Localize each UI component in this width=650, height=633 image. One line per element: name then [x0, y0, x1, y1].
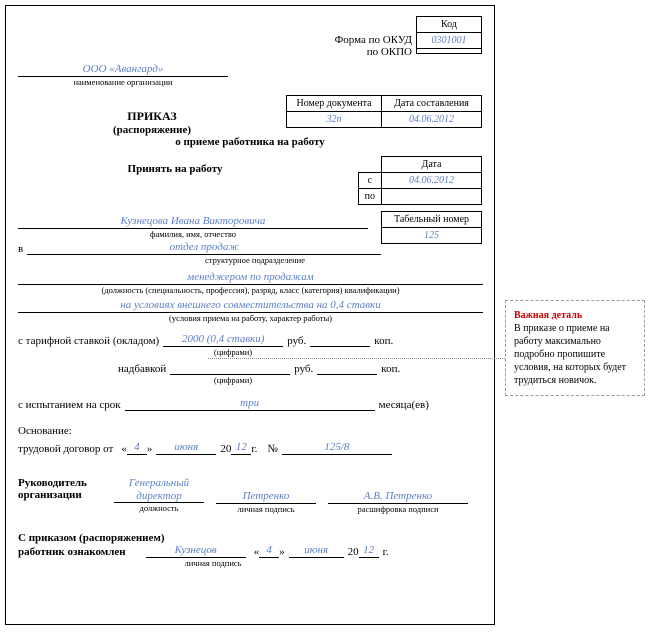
tarif-value: 2000 (0,4 ставки): [163, 333, 283, 347]
ack-line2: работник ознакомлен: [18, 546, 126, 558]
connector-line: [208, 358, 505, 359]
nadb-value: [170, 361, 290, 375]
ga: г.: [251, 443, 257, 455]
tabnum-label: Табельный номер: [382, 212, 482, 228]
ack-day: 4: [259, 544, 279, 558]
tarif-kop: [310, 333, 370, 347]
note-text: В приказе о приеме на работу максимально…: [514, 322, 636, 387]
kod-header: Код: [417, 17, 482, 33]
org-caption: наименование организации: [18, 77, 228, 87]
basis-label: Основание:: [18, 425, 482, 437]
tsifr2: (цифрами): [173, 375, 293, 385]
ack-year: 12: [359, 544, 379, 558]
title-about: о приеме работника на работу: [18, 136, 482, 148]
kop2: коп.: [381, 363, 400, 375]
conditions-value: на условиях внешнего совместительства на…: [18, 299, 483, 313]
dept-value: отдел продаж: [27, 241, 381, 255]
basis-year: 12: [231, 441, 251, 455]
manager-full-caption: расшифровка подписи: [328, 504, 468, 514]
position-caption: (должность (специальность, профессия), р…: [18, 285, 483, 295]
gb: г.: [383, 546, 389, 558]
position-value: менеджером по продажам: [18, 271, 483, 285]
org-name: ООО «Авангард»: [18, 63, 228, 77]
forma-okud-label: Форма по ОКУД: [335, 34, 412, 46]
note-box: Важная деталь В приказе о приеме на рабо…: [505, 300, 645, 396]
tsifr1: (цифрами): [173, 347, 293, 357]
contract-label: трудовой договор от: [18, 443, 113, 455]
manager-pos-caption: должность: [114, 503, 204, 513]
form-document: Код 0301001 Форма по ОКУД по ОКПО ООО «А…: [5, 5, 495, 625]
period-date-label: Дата: [382, 157, 482, 173]
trial-label: с испытанием на срок: [18, 399, 121, 411]
y20b: 20: [348, 546, 359, 558]
docdate-value: 04.06.2012: [382, 112, 482, 128]
rub1: руб.: [287, 335, 306, 347]
nadb-kop: [317, 361, 377, 375]
period-s-value: 04.06.2012: [382, 173, 482, 189]
basis-day: 4: [127, 441, 147, 455]
trial-months: месяца(ев): [379, 399, 429, 411]
dept-caption: структурное подразделение: [30, 255, 480, 265]
tarif-label: с тарифной ставкой (окладом): [18, 335, 159, 347]
manager-fullname: А.В. Петренко: [328, 490, 468, 504]
manager-title1: Руководитель: [18, 477, 108, 489]
v-label: в: [18, 243, 23, 255]
docdate-label: Дата составления: [382, 96, 482, 112]
numsign: №: [267, 443, 278, 455]
fio-caption: фамилия, имя, отчество: [18, 229, 368, 239]
rub2: руб.: [294, 363, 313, 375]
okpo-code: [417, 49, 482, 54]
kop1: коп.: [374, 335, 393, 347]
ack-sig-caption: личная подпись: [163, 558, 263, 568]
period-po-label: по: [358, 189, 381, 205]
basis-month: июня: [156, 441, 216, 455]
nadb-label: надбавкой: [118, 363, 166, 375]
manager-signature: Петренко: [216, 490, 316, 504]
docnum-label: Номер документа: [287, 96, 382, 112]
manager-sig-caption: личная подпись: [216, 504, 316, 514]
ack-signature: Кузнецов: [146, 544, 246, 558]
okud-code: 0301001: [417, 33, 482, 49]
ack-line1: С приказом (распоряжением): [18, 532, 482, 544]
trial-value: три: [125, 397, 375, 411]
codes-block: Код 0301001 Форма по ОКУД по ОКПО: [335, 16, 482, 58]
manager-title2: организации: [18, 489, 108, 501]
po-okpo-label: по ОКПО: [335, 46, 412, 58]
q2b: »: [279, 546, 285, 558]
docnum-value: 32п: [287, 112, 382, 128]
manager-position: Генеральный директор: [114, 477, 204, 503]
ack-month: июня: [289, 544, 344, 558]
fio-value: Кузнецова Ивана Викторовича: [18, 215, 368, 229]
tabnum-value: 125: [382, 228, 482, 244]
y20a: 20: [220, 443, 231, 455]
note-title: Важная деталь: [514, 309, 636, 322]
period-po-value: [382, 189, 482, 205]
period-s-label: с: [358, 173, 381, 189]
conditions-caption: (условия приема на работу, характер рабо…: [18, 313, 483, 323]
q2a: »: [147, 443, 153, 455]
basis-number: 125/8: [282, 441, 392, 455]
